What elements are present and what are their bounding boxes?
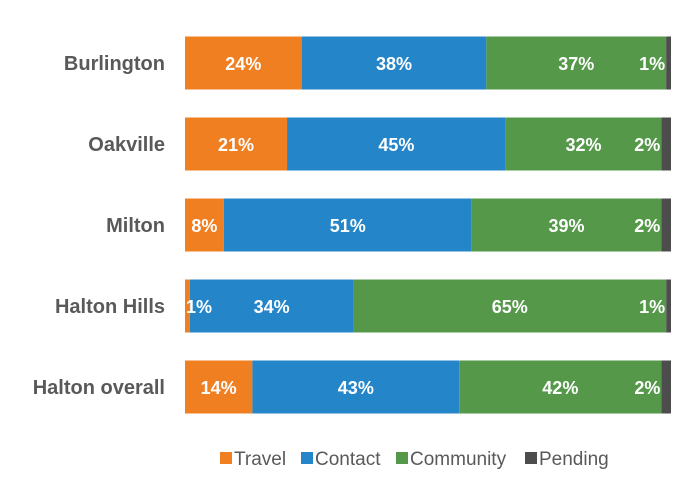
bar-data-label: 32% [566, 135, 602, 155]
category-label: Halton Hills [55, 296, 165, 318]
bar-data-label: 65% [492, 297, 528, 317]
bar-data-label: 2% [634, 135, 660, 155]
legend-swatch-travel [220, 452, 232, 464]
legend-label: Travel [234, 449, 286, 470]
category-labels: Burlington Oakville Milton Halton Hills Halt… [33, 53, 165, 399]
bar-segment-community [505, 117, 662, 171]
bar-data-label: 42% [542, 378, 578, 398]
category-label: Burlington [64, 53, 165, 75]
bar-data-label: 21% [218, 135, 254, 155]
bar-segment-pending [661, 360, 671, 414]
bar-data-label: 14% [201, 378, 237, 398]
bar-segment-community [486, 36, 667, 90]
bar-data-label: 39% [548, 216, 584, 236]
legend: Travel Contact Community Pending [220, 449, 609, 470]
bar-data-labels: 24% 38% 37% 1% 21% 45% 32% 2% 8% 51% 39% 2% 1% 34% 65%… [186, 54, 665, 398]
bar-data-label: 2% [634, 378, 660, 398]
bar-data-label: 1% [186, 297, 212, 317]
bar-segment-travel [185, 36, 302, 90]
bar-data-label: 43% [338, 378, 374, 398]
bar-data-label: 34% [254, 297, 290, 317]
legend-swatch-community [396, 452, 408, 464]
bar-data-label: 24% [225, 54, 261, 74]
bar-segment-pending [661, 117, 671, 171]
bar-data-label: 2% [634, 216, 660, 236]
bar-segment-travel [185, 198, 224, 252]
bar-data-label: 38% [376, 54, 412, 74]
bar-data-label: 1% [639, 297, 665, 317]
legend-label: Contact [315, 449, 381, 470]
bar-segment-contact [223, 198, 472, 252]
bar-segment-contact [287, 117, 506, 171]
bar-data-label: 1% [639, 54, 665, 74]
legend-swatch-pending [525, 452, 537, 464]
bar-segment-community [459, 360, 662, 414]
legend-swatch-contact [301, 452, 313, 464]
legend-label: Pending [539, 449, 609, 470]
bar-segment-community [353, 279, 667, 333]
category-label: Halton overall [33, 377, 165, 399]
legend-label: Community [410, 449, 507, 470]
bar-segment-pending [666, 36, 671, 90]
bar-segment-travel [185, 279, 190, 333]
bar-segment-travel [185, 360, 253, 414]
bar-segment-travel [185, 117, 288, 171]
bar-segment-contact [189, 279, 354, 333]
bar-data-label: 45% [378, 135, 414, 155]
category-label: Milton [106, 215, 165, 237]
bar-segment-pending [661, 198, 671, 252]
bar-segment-community [471, 198, 662, 252]
bar-segment-pending [666, 279, 671, 333]
bar-segment-contact [301, 36, 487, 90]
bar-segments [185, 36, 671, 414]
bar-segment-contact [252, 360, 460, 414]
bar-data-label: 37% [558, 54, 594, 74]
bar-data-label: 8% [191, 216, 217, 236]
bar-data-label: 51% [330, 216, 366, 236]
category-label: Oakville [88, 134, 165, 156]
